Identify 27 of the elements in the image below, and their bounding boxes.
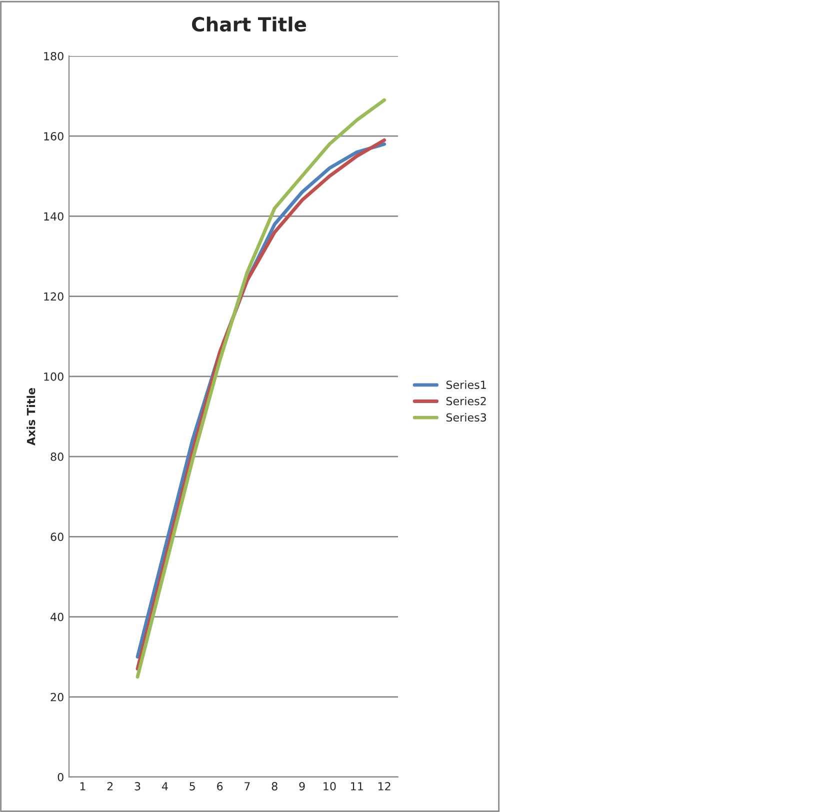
y-tick-label: 120 (44, 292, 64, 301)
x-tick-label: 5 (190, 782, 195, 790)
legend-label: Series1 (446, 380, 486, 389)
y-tick-label: 160 (44, 132, 64, 140)
y-tick-label: 80 (50, 452, 64, 461)
x-tick-label: 9 (299, 782, 305, 790)
y-tick-label: 0 (58, 772, 64, 782)
legend-label: Series2 (446, 396, 486, 406)
x-tick-label: 2 (107, 782, 113, 790)
legend-label: Series3 (446, 413, 486, 422)
x-tick-label: 8 (272, 782, 278, 790)
y-tick-label: 140 (44, 212, 64, 221)
x-tick-label: 11 (351, 782, 363, 790)
y-tick-label: 40 (50, 612, 64, 622)
chart-title: Chart Title (192, 16, 306, 32)
y-tick-label: 180 (44, 52, 64, 60)
x-tick-label: 4 (162, 782, 168, 790)
y-tick-label: 100 (44, 372, 64, 381)
x-tick-label: 6 (217, 782, 223, 790)
x-tick-label: 12 (378, 782, 390, 790)
y-tick-label: 20 (50, 692, 64, 702)
x-tick-label: 10 (324, 782, 336, 790)
y-tick-label: 60 (50, 532, 64, 542)
x-tick-label: 7 (244, 782, 250, 790)
x-tick-label: 3 (134, 782, 140, 790)
y-axis-title: Axis Title (26, 388, 36, 446)
x-tick-label: 1 (80, 782, 86, 790)
